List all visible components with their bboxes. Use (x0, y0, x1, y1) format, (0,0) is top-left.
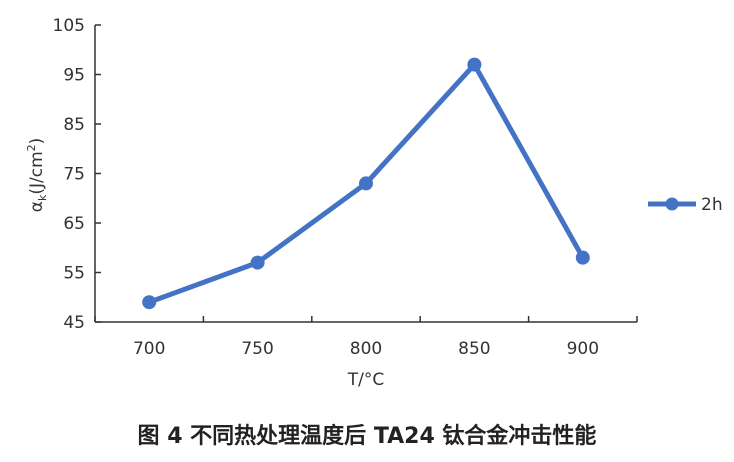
figure-caption: 图 4 不同热处理温度后 TA24 钛合金冲击性能 (137, 424, 597, 449)
y-tick-label: 105 (53, 16, 85, 36)
x-tick-label: 750 (241, 339, 273, 359)
data-point (359, 176, 373, 191)
data-point (575, 250, 590, 265)
y-axis-label: αk(J/cm2) (25, 138, 49, 213)
legend: 2h (648, 195, 723, 215)
y-tick-label: 55 (63, 264, 85, 284)
y-tick-label: 65 (63, 214, 85, 234)
x-tick-label: 900 (567, 339, 599, 359)
y-tick-label: 45 (63, 313, 85, 333)
legend-marker (665, 197, 679, 211)
x-tick-label: 800 (350, 339, 382, 359)
line-chart: 45 55 65 75 85 95 105 700 750 800 850 900 T/°C αk(J… (25, 16, 723, 390)
x-tick-label: 850 (458, 339, 490, 359)
y-tick-label: 75 (63, 165, 85, 185)
x-axis-label: T/°C (347, 370, 384, 390)
y-tick-label: 85 (63, 115, 85, 135)
legend-label: 2h (701, 195, 723, 215)
x-tick-label: 700 (133, 339, 165, 359)
data-point (250, 255, 265, 270)
data-point (142, 295, 157, 310)
y-tick-label: 95 (63, 66, 85, 86)
data-point (467, 57, 482, 72)
